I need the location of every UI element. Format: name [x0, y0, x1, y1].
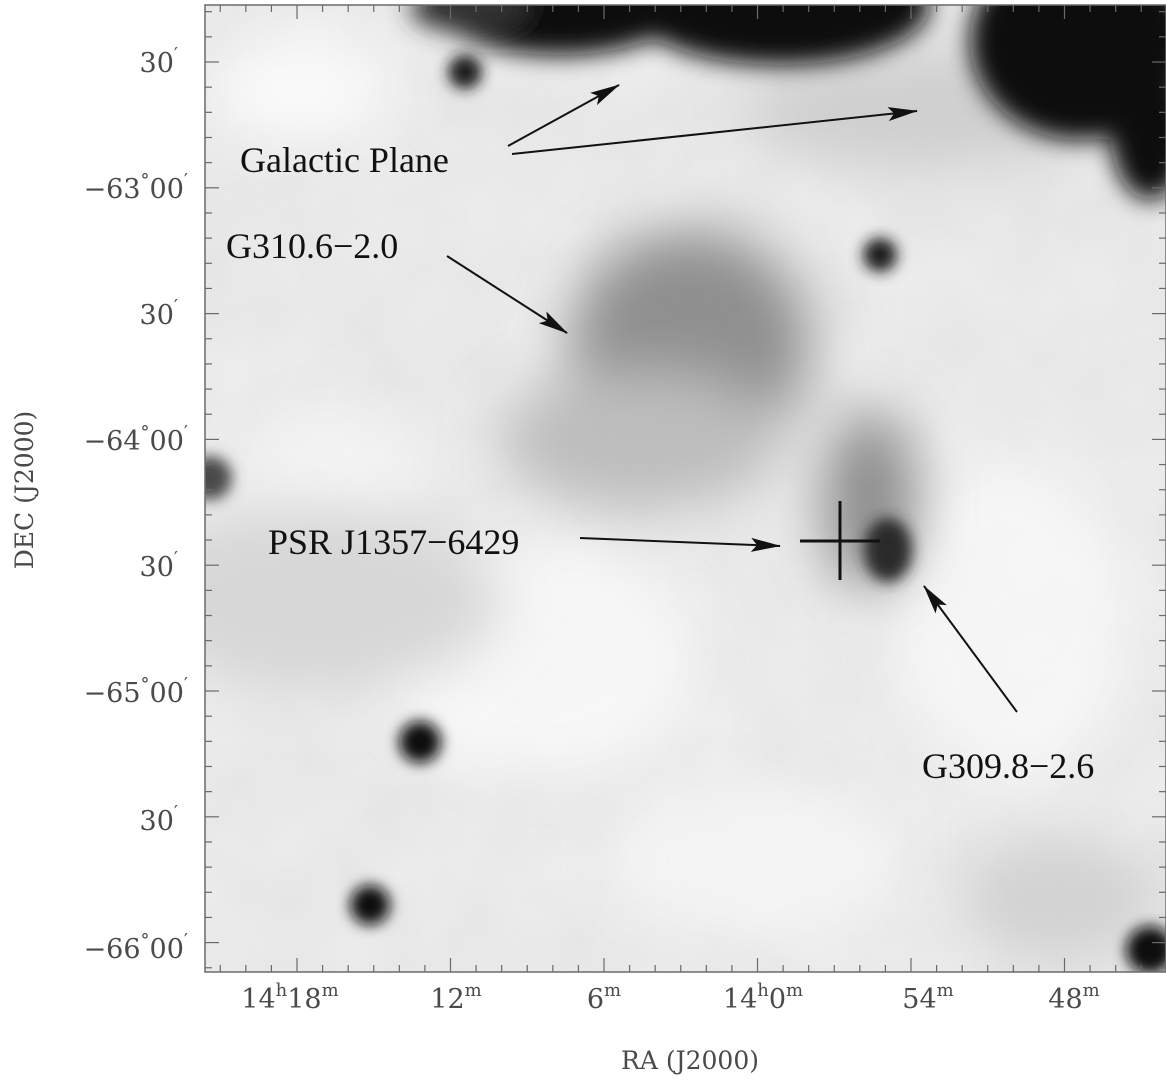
galactic-plane-arrow-left [507, 84, 620, 147]
dec-tick-label: 30′ [140, 296, 178, 331]
plot-frame [204, 4, 1166, 973]
x-axis-label: RA (J2000) [621, 1046, 759, 1075]
ra-tick-label: 48m [1048, 980, 1099, 1015]
ra-tick-label: 54m [902, 980, 953, 1015]
axis-ticks [205, 5, 1166, 972]
galactic-plane-arrow-right [511, 107, 918, 155]
snr-g309-label: G309.8−2.6 [922, 746, 1094, 786]
ra-tick-label: 12m [430, 980, 481, 1015]
dec-tick-label: −66°00′ [84, 930, 188, 965]
annotations: Galactic Plane G310.6−2.0 PSR J1357−6429… [226, 84, 1094, 786]
dec-tick-label: −64°00′ [84, 422, 188, 457]
dec-tick-label: −65°00′ [84, 674, 188, 709]
pulsar-arrow [579, 537, 781, 552]
dec-tick-label: −63°00′ [84, 170, 188, 205]
dec-tick-label: 30′ [140, 802, 178, 837]
pulsar-label: PSR J1357−6429 [268, 522, 519, 562]
ra-tick-labels: 14h18m 12m 6m 14h0m 54m 48m [241, 980, 1099, 1015]
snr-g310-arrow [446, 255, 568, 334]
dec-tick-label: 30′ [140, 44, 178, 79]
y-axis-label: DEC (J2000) [10, 411, 39, 570]
dec-tick-label: 30′ [140, 548, 178, 583]
pulsar-position-cross-icon [800, 501, 880, 580]
dec-tick-labels: 30′ −63°00′ 30′ −64°00′ 30′ −65°00′ 30′ … [84, 44, 188, 965]
ra-tick-label: 6m [587, 980, 621, 1015]
sky-image [205, 5, 1166, 972]
ra-tick-label: 14h0m [723, 980, 803, 1015]
snr-g310-label: G310.6−2.0 [226, 226, 398, 266]
snr-g309-arrow [923, 585, 1018, 713]
galactic-plane-label: Galactic Plane [240, 140, 449, 180]
ra-tick-label: 14h18m [241, 980, 338, 1015]
